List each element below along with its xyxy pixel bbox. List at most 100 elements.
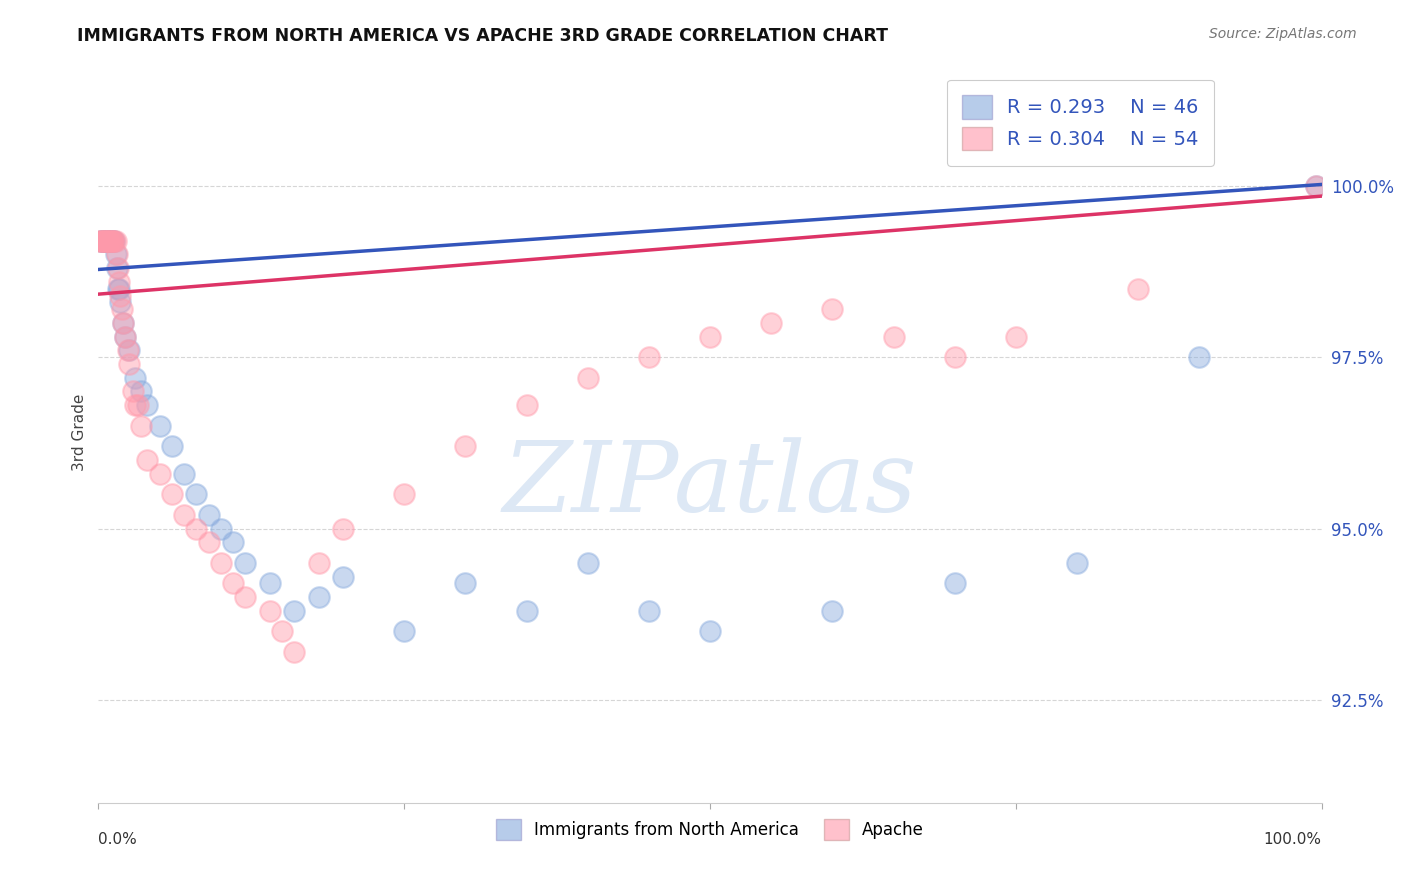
Point — [1066, 556, 1088, 570]
Point — [943, 576, 966, 591]
Point — [118, 357, 141, 371]
Point — [108, 282, 131, 296]
Point — [197, 535, 219, 549]
Point — [1305, 178, 1327, 193]
Point — [454, 576, 477, 591]
Point — [136, 453, 159, 467]
Text: 100.0%: 100.0% — [1264, 832, 1322, 847]
Point — [94, 234, 117, 248]
Point — [91, 234, 114, 248]
Point — [101, 234, 124, 248]
Point — [111, 302, 134, 317]
Point — [173, 508, 195, 522]
Point — [129, 384, 152, 399]
Point — [136, 398, 159, 412]
Point — [117, 343, 139, 358]
Point — [103, 234, 125, 248]
Point — [197, 508, 219, 522]
Point — [94, 234, 117, 248]
Point — [105, 247, 128, 261]
Point — [107, 261, 129, 276]
Point — [104, 247, 127, 261]
Point — [186, 487, 208, 501]
Point — [516, 398, 538, 412]
Point — [943, 350, 966, 364]
Point — [160, 487, 183, 501]
Point — [637, 604, 661, 618]
Point — [98, 234, 121, 248]
Point — [110, 288, 132, 302]
Point — [124, 371, 146, 385]
Point — [96, 234, 118, 248]
Point — [91, 234, 114, 248]
Point — [91, 234, 114, 248]
Point — [821, 604, 844, 618]
Text: Source: ZipAtlas.com: Source: ZipAtlas.com — [1209, 27, 1357, 41]
Point — [110, 295, 132, 310]
Point — [93, 234, 115, 248]
Point — [101, 234, 124, 248]
Point — [308, 590, 330, 604]
Point — [96, 234, 118, 248]
Point — [637, 350, 661, 364]
Point — [209, 556, 232, 570]
Point — [821, 302, 844, 317]
Point — [97, 234, 120, 248]
Point — [104, 234, 127, 248]
Point — [1305, 178, 1327, 193]
Point — [124, 398, 146, 412]
Point — [332, 569, 354, 583]
Point — [259, 576, 281, 591]
Point — [454, 439, 477, 453]
Point — [283, 645, 305, 659]
Point — [1128, 282, 1150, 296]
Point — [149, 467, 172, 481]
Point — [129, 418, 152, 433]
Point — [127, 398, 149, 412]
Point — [516, 604, 538, 618]
Point — [222, 535, 245, 549]
Legend: Immigrants from North America, Apache: Immigrants from North America, Apache — [489, 813, 931, 847]
Point — [233, 556, 256, 570]
Point — [101, 234, 124, 248]
Point — [222, 576, 245, 591]
Point — [576, 556, 599, 570]
Point — [105, 261, 128, 276]
Point — [100, 234, 122, 248]
Point — [332, 522, 354, 536]
Point — [699, 329, 721, 343]
Point — [186, 522, 208, 536]
Text: ZIPatlas: ZIPatlas — [503, 437, 917, 533]
Point — [576, 371, 599, 385]
Point — [259, 604, 281, 618]
Point — [103, 234, 125, 248]
Point — [118, 343, 141, 358]
Point — [160, 439, 183, 453]
Point — [114, 329, 136, 343]
Point — [761, 316, 783, 330]
Point — [114, 329, 136, 343]
Point — [90, 234, 112, 248]
Point — [107, 282, 129, 296]
Point — [97, 234, 120, 248]
Text: 0.0%: 0.0% — [98, 832, 138, 847]
Point — [1188, 350, 1211, 364]
Point — [233, 590, 256, 604]
Point — [392, 487, 416, 501]
Point — [111, 316, 134, 330]
Point — [883, 329, 905, 343]
Point — [1004, 329, 1026, 343]
Point — [101, 234, 124, 248]
Point — [209, 522, 232, 536]
Text: IMMIGRANTS FROM NORTH AMERICA VS APACHE 3RD GRADE CORRELATION CHART: IMMIGRANTS FROM NORTH AMERICA VS APACHE … — [77, 27, 889, 45]
Point — [270, 624, 294, 639]
Point — [173, 467, 195, 481]
Point — [100, 234, 122, 248]
Point — [308, 556, 330, 570]
Point — [392, 624, 416, 639]
Point — [98, 234, 121, 248]
Point — [121, 384, 143, 399]
Point — [90, 234, 112, 248]
Point — [283, 604, 305, 618]
Point — [89, 234, 111, 248]
